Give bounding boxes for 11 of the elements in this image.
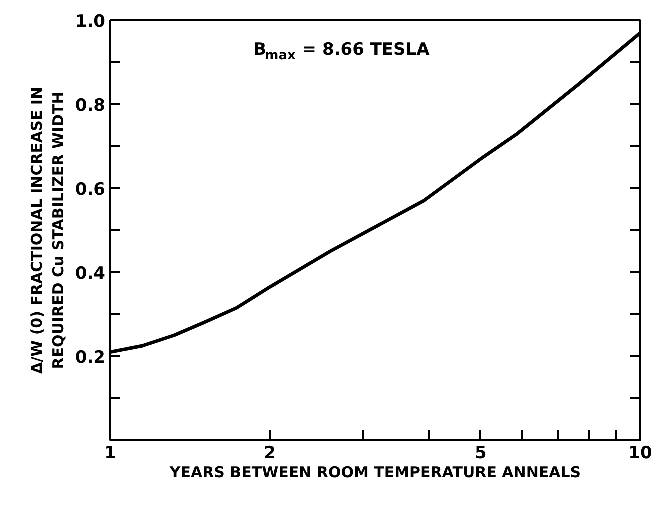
y-tick-label: 0.8 (75, 96, 106, 116)
x-tick-label: 1 (104, 444, 116, 464)
y-tick-label: 0.2 (75, 348, 106, 368)
y-tick-label: 0.6 (75, 180, 106, 200)
y-tick-label: 0.4 (75, 264, 106, 284)
y-tick-label: 1.0 (75, 12, 106, 32)
x-tick-label: 10 (628, 444, 652, 464)
x-tick-label: 2 (264, 444, 276, 464)
y-axis-title: Δ/W (0) FRACTIONAL INCREASE IN REQUIRED Cu STABILIZER WIDTH (28, 86, 68, 374)
x-axis-title: YEARS BETWEEN ROOM TEMPERATURE ANNEALS (168, 464, 582, 482)
x-tick-label: 5 (475, 444, 487, 464)
